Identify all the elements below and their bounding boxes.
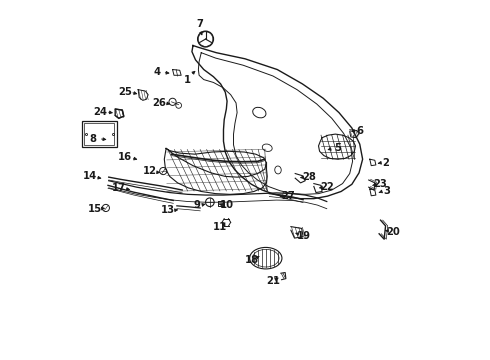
Text: 2: 2 [382, 158, 389, 168]
Text: 24: 24 [93, 107, 107, 117]
Text: 1: 1 [184, 75, 191, 85]
Text: 28: 28 [302, 172, 316, 182]
Text: 16: 16 [118, 152, 132, 162]
Bar [84, 123, 115, 145]
Text: 19: 19 [297, 231, 311, 240]
Text: 25: 25 [118, 87, 132, 97]
Text: 21: 21 [266, 276, 280, 286]
Text: 13: 13 [161, 206, 175, 216]
Text: 26: 26 [152, 98, 166, 108]
Text: 23: 23 [374, 179, 388, 189]
Text: 11: 11 [213, 222, 227, 231]
Bar [82, 121, 117, 147]
Text: 3: 3 [383, 186, 390, 197]
Text: 15: 15 [88, 204, 102, 214]
Text: 4: 4 [153, 67, 161, 77]
Text: 27: 27 [281, 191, 295, 201]
Text: 8: 8 [89, 134, 96, 144]
Text: 10: 10 [220, 200, 234, 210]
Text: 6: 6 [356, 126, 363, 135]
Text: 9: 9 [193, 200, 200, 210]
Text: 18: 18 [245, 255, 259, 265]
Text: 22: 22 [320, 182, 334, 192]
Text: 12: 12 [143, 166, 157, 176]
Text: 14: 14 [83, 171, 97, 181]
Text: 20: 20 [386, 227, 400, 237]
Text: 5: 5 [334, 143, 341, 153]
Text: 7: 7 [197, 19, 204, 29]
Text: 17: 17 [112, 183, 126, 193]
